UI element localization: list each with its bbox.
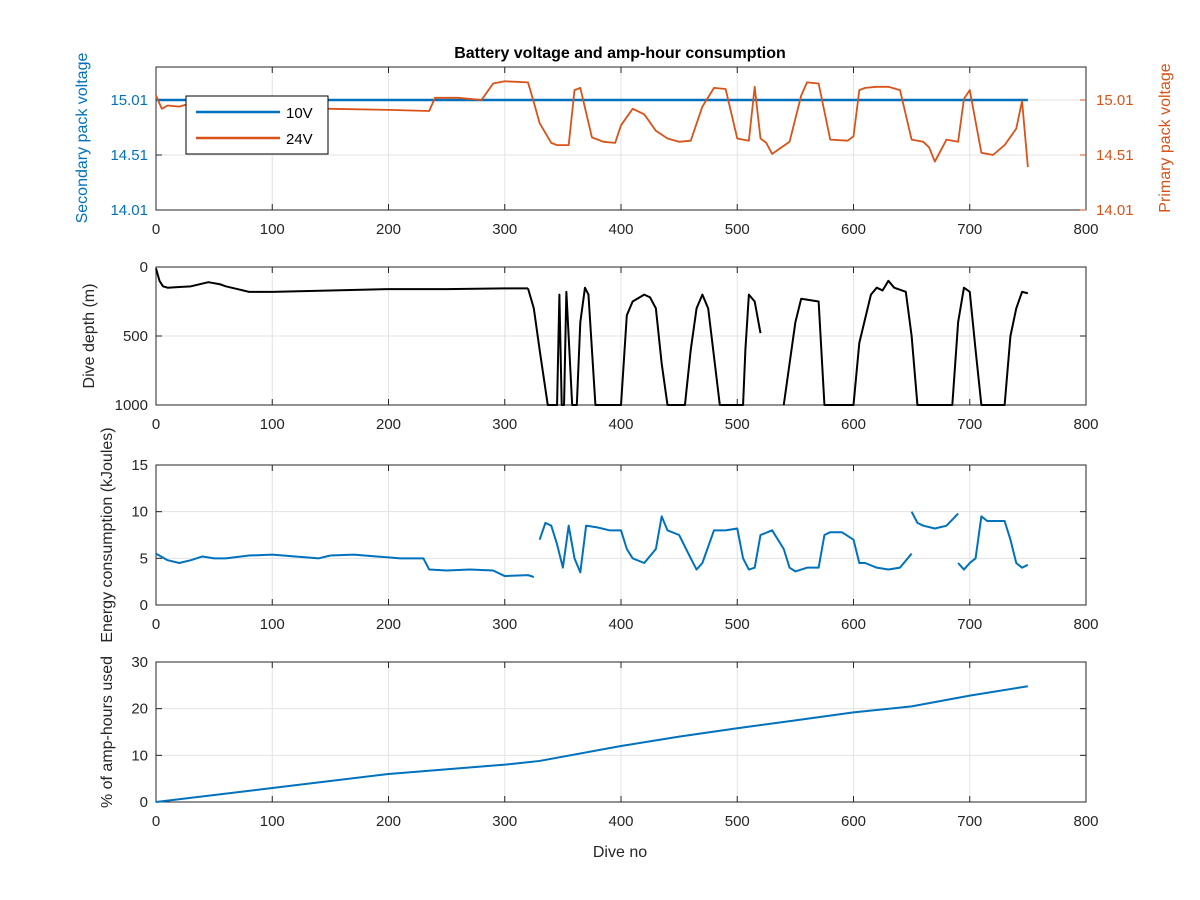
- depth-x-tick-label: 600: [841, 416, 866, 433]
- amphours-y-tick-label: 30: [131, 654, 148, 671]
- energy-x-tick-label: 100: [260, 616, 285, 633]
- voltage-x-tick-label: 400: [608, 221, 633, 238]
- amphours-line-segment: [155, 685, 1029, 803]
- energy-x-tick-label: 600: [841, 616, 866, 633]
- voltage-x-tick-label: 600: [841, 221, 866, 238]
- amphours-x-tick-label: 400: [608, 813, 633, 830]
- figure-title: Battery voltage and amp-hour consumption: [454, 45, 786, 62]
- amphours-x-tick-label: 200: [376, 813, 401, 830]
- voltage-x-tick-label: 300: [492, 221, 517, 238]
- voltage-y-right-tick-label: 14.01: [1096, 202, 1134, 219]
- depth-y-tick-label: 500: [123, 328, 148, 345]
- amphours-y-tick-label: 0: [140, 794, 148, 811]
- x-axis-label: Dive no: [593, 844, 647, 861]
- amphours-x-tick-label: 0: [152, 813, 160, 830]
- energy-line-segment: [910, 511, 959, 530]
- depth-panel: 0 100 200 300 400 500 600 700 800 0 500 1000: [115, 259, 1099, 433]
- voltage-series-24v-line: [155, 80, 1029, 168]
- depth-x-tick-label: 500: [725, 416, 750, 433]
- energy-line-segment: [538, 515, 913, 574]
- depth-line-segment: [527, 286, 762, 406]
- amphours-y-tick-label: 20: [131, 701, 148, 718]
- voltage-x-tick-label: 100: [260, 221, 285, 238]
- energy-x-tick-label: 300: [492, 616, 517, 633]
- energy-x-tick-label: 0: [152, 616, 160, 633]
- voltage-x-tick-label: 500: [725, 221, 750, 238]
- energy-line-segment: [330, 553, 535, 578]
- legend: 10V 24V: [185, 95, 329, 155]
- energy-ylabel: Energy consumption (kJoules): [99, 427, 116, 642]
- depth-y-tick-label: 0: [140, 259, 148, 276]
- energy-panel: 0 100 200 300 400 500 600 700 800 0 5 10 15: [131, 457, 1098, 633]
- depth-x-tick-label: 200: [376, 416, 401, 433]
- amphours-x-tick-label: 600: [841, 813, 866, 830]
- energy-y-tick-label: 0: [140, 597, 148, 614]
- amphours-y-tick-label: 10: [131, 747, 148, 764]
- energy-y-tick-label: 5: [140, 550, 148, 567]
- energy-x-tick-label: 500: [725, 616, 750, 633]
- energy-line-segment: [957, 515, 1029, 571]
- amphours-x-tick-label: 500: [725, 813, 750, 830]
- amphours-x-tick-label: 700: [957, 813, 982, 830]
- depth-x-tick-label: 300: [492, 416, 517, 433]
- voltage-left-ylabel: Secondary pack voltage: [74, 53, 91, 224]
- voltage-x-tick-label: 800: [1073, 221, 1098, 238]
- voltage-y-tick-label: 14.01: [110, 202, 148, 219]
- voltage-x-tick-label: 200: [376, 221, 401, 238]
- amphours-x-tick-label: 300: [492, 813, 517, 830]
- voltage-x-tick-label: 700: [957, 221, 982, 238]
- voltage-y-right-tick-label: 14.51: [1096, 147, 1134, 164]
- voltage-y-right-tick-label: 15.01: [1096, 92, 1134, 109]
- depth-x-tick-label: 100: [260, 416, 285, 433]
- depth-line-segment: [155, 268, 528, 293]
- depth-x-tick-label: 800: [1073, 416, 1098, 433]
- depth-x-tick-label: 400: [608, 416, 633, 433]
- energy-x-tick-label: 400: [608, 616, 633, 633]
- depth-x-tick-label: 700: [957, 416, 982, 433]
- depth-y-tick-label: 1000: [115, 397, 148, 414]
- energy-x-tick-label: 200: [376, 616, 401, 633]
- energy-y-tick-label: 10: [131, 504, 148, 521]
- energy-y-tick-label: 15: [131, 457, 148, 474]
- legend-label-10v: 10V: [286, 105, 313, 122]
- voltage-y-tick-label: 15.01: [110, 92, 148, 109]
- amphours-x-tick-label: 100: [260, 813, 285, 830]
- amphours-x-tick-label: 800: [1073, 813, 1098, 830]
- depth-ylabel: Dive depth (m): [81, 284, 98, 389]
- energy-line-segment: [155, 552, 331, 564]
- energy-x-tick-label: 700: [957, 616, 982, 633]
- depth-x-tick-label: 0: [152, 416, 160, 433]
- energy-x-tick-label: 800: [1073, 616, 1098, 633]
- voltage-right-ylabel: Primary pack voltage: [1157, 63, 1174, 212]
- legend-label-24v: 24V: [286, 131, 313, 148]
- amphours-ylabel: % of amp-hours used: [99, 656, 116, 808]
- voltage-y-tick-label: 14.51: [110, 147, 148, 164]
- depth-line-segment: [782, 279, 1029, 406]
- legend-box: [185, 95, 329, 155]
- voltage-x-tick-label: 0: [152, 221, 160, 238]
- amphours-panel: 0 100 200 300 400 500 600 700 800 0 10 20 30: [131, 654, 1098, 830]
